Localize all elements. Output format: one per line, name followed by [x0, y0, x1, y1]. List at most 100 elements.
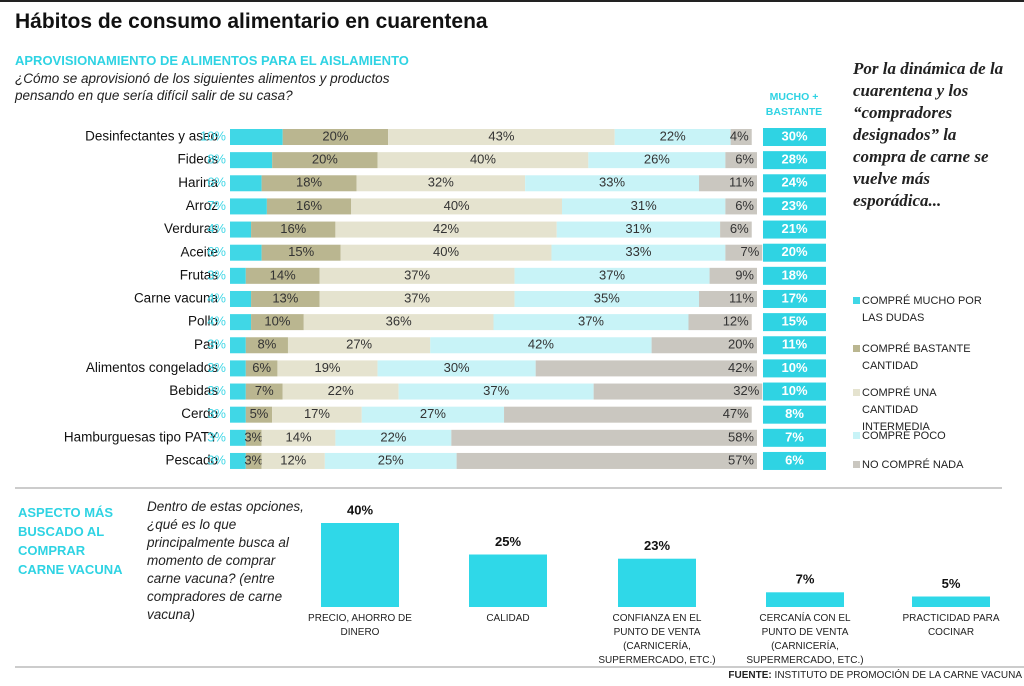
- category-label: Arroz: [186, 198, 219, 213]
- value-label: 3%: [207, 360, 226, 375]
- source: FUENTE: INSTITUTO DE PROMOCIÓN DE LA CAR…: [728, 670, 1022, 681]
- value-label: 43%: [488, 128, 514, 143]
- value-label: 7%: [740, 244, 759, 259]
- value-label: 15%: [288, 244, 314, 259]
- bar-segment: [245, 267, 320, 284]
- source-label: FUENTE:: [728, 670, 772, 681]
- total-box: [763, 451, 826, 470]
- value-label: 14%: [270, 267, 296, 282]
- value-label: 40%: [433, 244, 459, 259]
- value-label: 3%: [244, 452, 263, 467]
- value-label: 36%: [386, 314, 412, 329]
- bar: [469, 554, 547, 607]
- bar-segment: [261, 175, 357, 192]
- bar-segment: [720, 221, 752, 238]
- legend-swatch: [853, 432, 860, 439]
- bar-segment: [245, 383, 283, 400]
- value-label: 32%: [428, 175, 454, 190]
- total-label: 23%: [781, 198, 807, 213]
- value-label: 37%: [404, 267, 430, 282]
- total-label: 18%: [781, 267, 807, 282]
- category-label: CALIDAD: [486, 613, 530, 624]
- bar-segment: [230, 129, 283, 145]
- bar-segment: [230, 314, 252, 331]
- value-label: 7%: [796, 572, 815, 587]
- value-label: 32%: [733, 383, 759, 398]
- bar-segment: [725, 198, 757, 215]
- bar-segment: [699, 175, 757, 192]
- value-label: 7%: [207, 198, 226, 213]
- bar-segment: [514, 290, 700, 307]
- bar-segment: [725, 244, 763, 261]
- value-label: 33%: [599, 175, 625, 190]
- bar-segment: [230, 383, 246, 400]
- category-label: Carne vacuna: [134, 291, 219, 306]
- value-label: 40%: [470, 152, 496, 167]
- total-box: [763, 197, 826, 216]
- value-label: 20%: [322, 128, 348, 143]
- value-label: 30%: [444, 360, 470, 375]
- total-label: 30%: [781, 128, 807, 143]
- bar-segment: [230, 360, 246, 377]
- bar: [321, 523, 399, 607]
- value-label: 7%: [255, 383, 274, 398]
- value-label: 6%: [730, 221, 749, 236]
- bar-segment: [556, 221, 721, 238]
- category-label: PRECIO, AHORRO DE DINERO: [308, 613, 412, 638]
- total-label: 11%: [782, 337, 808, 352]
- value-label: 42%: [728, 360, 754, 375]
- value-label: 16%: [296, 198, 322, 213]
- value-label: 27%: [346, 337, 372, 352]
- bar-segment: [525, 175, 700, 192]
- bar-segment: [230, 452, 246, 469]
- total-box: [763, 243, 826, 262]
- bar-segment: [245, 337, 288, 354]
- category-label: Harina: [178, 175, 218, 190]
- total-label: 28%: [781, 152, 807, 167]
- bar-segment: [230, 152, 273, 169]
- value-label: 17%: [304, 406, 330, 421]
- total-label: 21%: [781, 221, 807, 236]
- bar-segment: [535, 360, 757, 377]
- bar-segment: [593, 383, 763, 400]
- total-box: [763, 405, 826, 424]
- legend-label: COMPRÉ MUCHO POR LAS DUDAS: [862, 295, 982, 324]
- legend-label: COMPRÉ UNA CANTIDAD INTERMEDIA: [862, 387, 936, 433]
- value-label: 42%: [528, 337, 554, 352]
- category-label: Pollo: [188, 314, 218, 329]
- bar-segment: [230, 429, 246, 446]
- value-label: 58%: [728, 429, 754, 444]
- legend-swatch: [853, 461, 860, 468]
- category-label: Verduras: [164, 221, 218, 236]
- category-label: Aceite: [180, 244, 218, 259]
- bar-segment: [361, 406, 505, 423]
- value-label: 6%: [735, 198, 754, 213]
- bar-segment: [251, 314, 304, 331]
- bar-segment: [335, 429, 452, 446]
- total-box: [763, 313, 826, 332]
- value-label: 57%: [728, 452, 754, 467]
- value-label: 37%: [599, 267, 625, 282]
- category-label: Pan: [194, 337, 218, 352]
- bar-segment: [451, 429, 757, 446]
- bar-segment: [377, 360, 536, 377]
- bar-segment: [245, 452, 262, 469]
- bar-segment: [699, 290, 757, 307]
- total-label: 10%: [781, 360, 807, 375]
- total-label: 20%: [781, 244, 807, 259]
- value-label: 4%: [207, 221, 226, 236]
- value-label: 26%: [644, 152, 670, 167]
- bar-segment: [551, 244, 726, 261]
- bar-segment: [261, 244, 341, 261]
- bar-segment: [324, 452, 457, 469]
- bar-segment: [261, 429, 336, 446]
- bar-segment: [282, 383, 399, 400]
- bar-segment: [614, 129, 731, 145]
- bar-segment: [430, 337, 652, 354]
- total-label: 8%: [785, 406, 804, 421]
- value-label: 8%: [207, 152, 226, 167]
- value-label: 40%: [444, 198, 470, 213]
- bar-segment: [277, 360, 378, 377]
- bar-segment: [504, 406, 752, 423]
